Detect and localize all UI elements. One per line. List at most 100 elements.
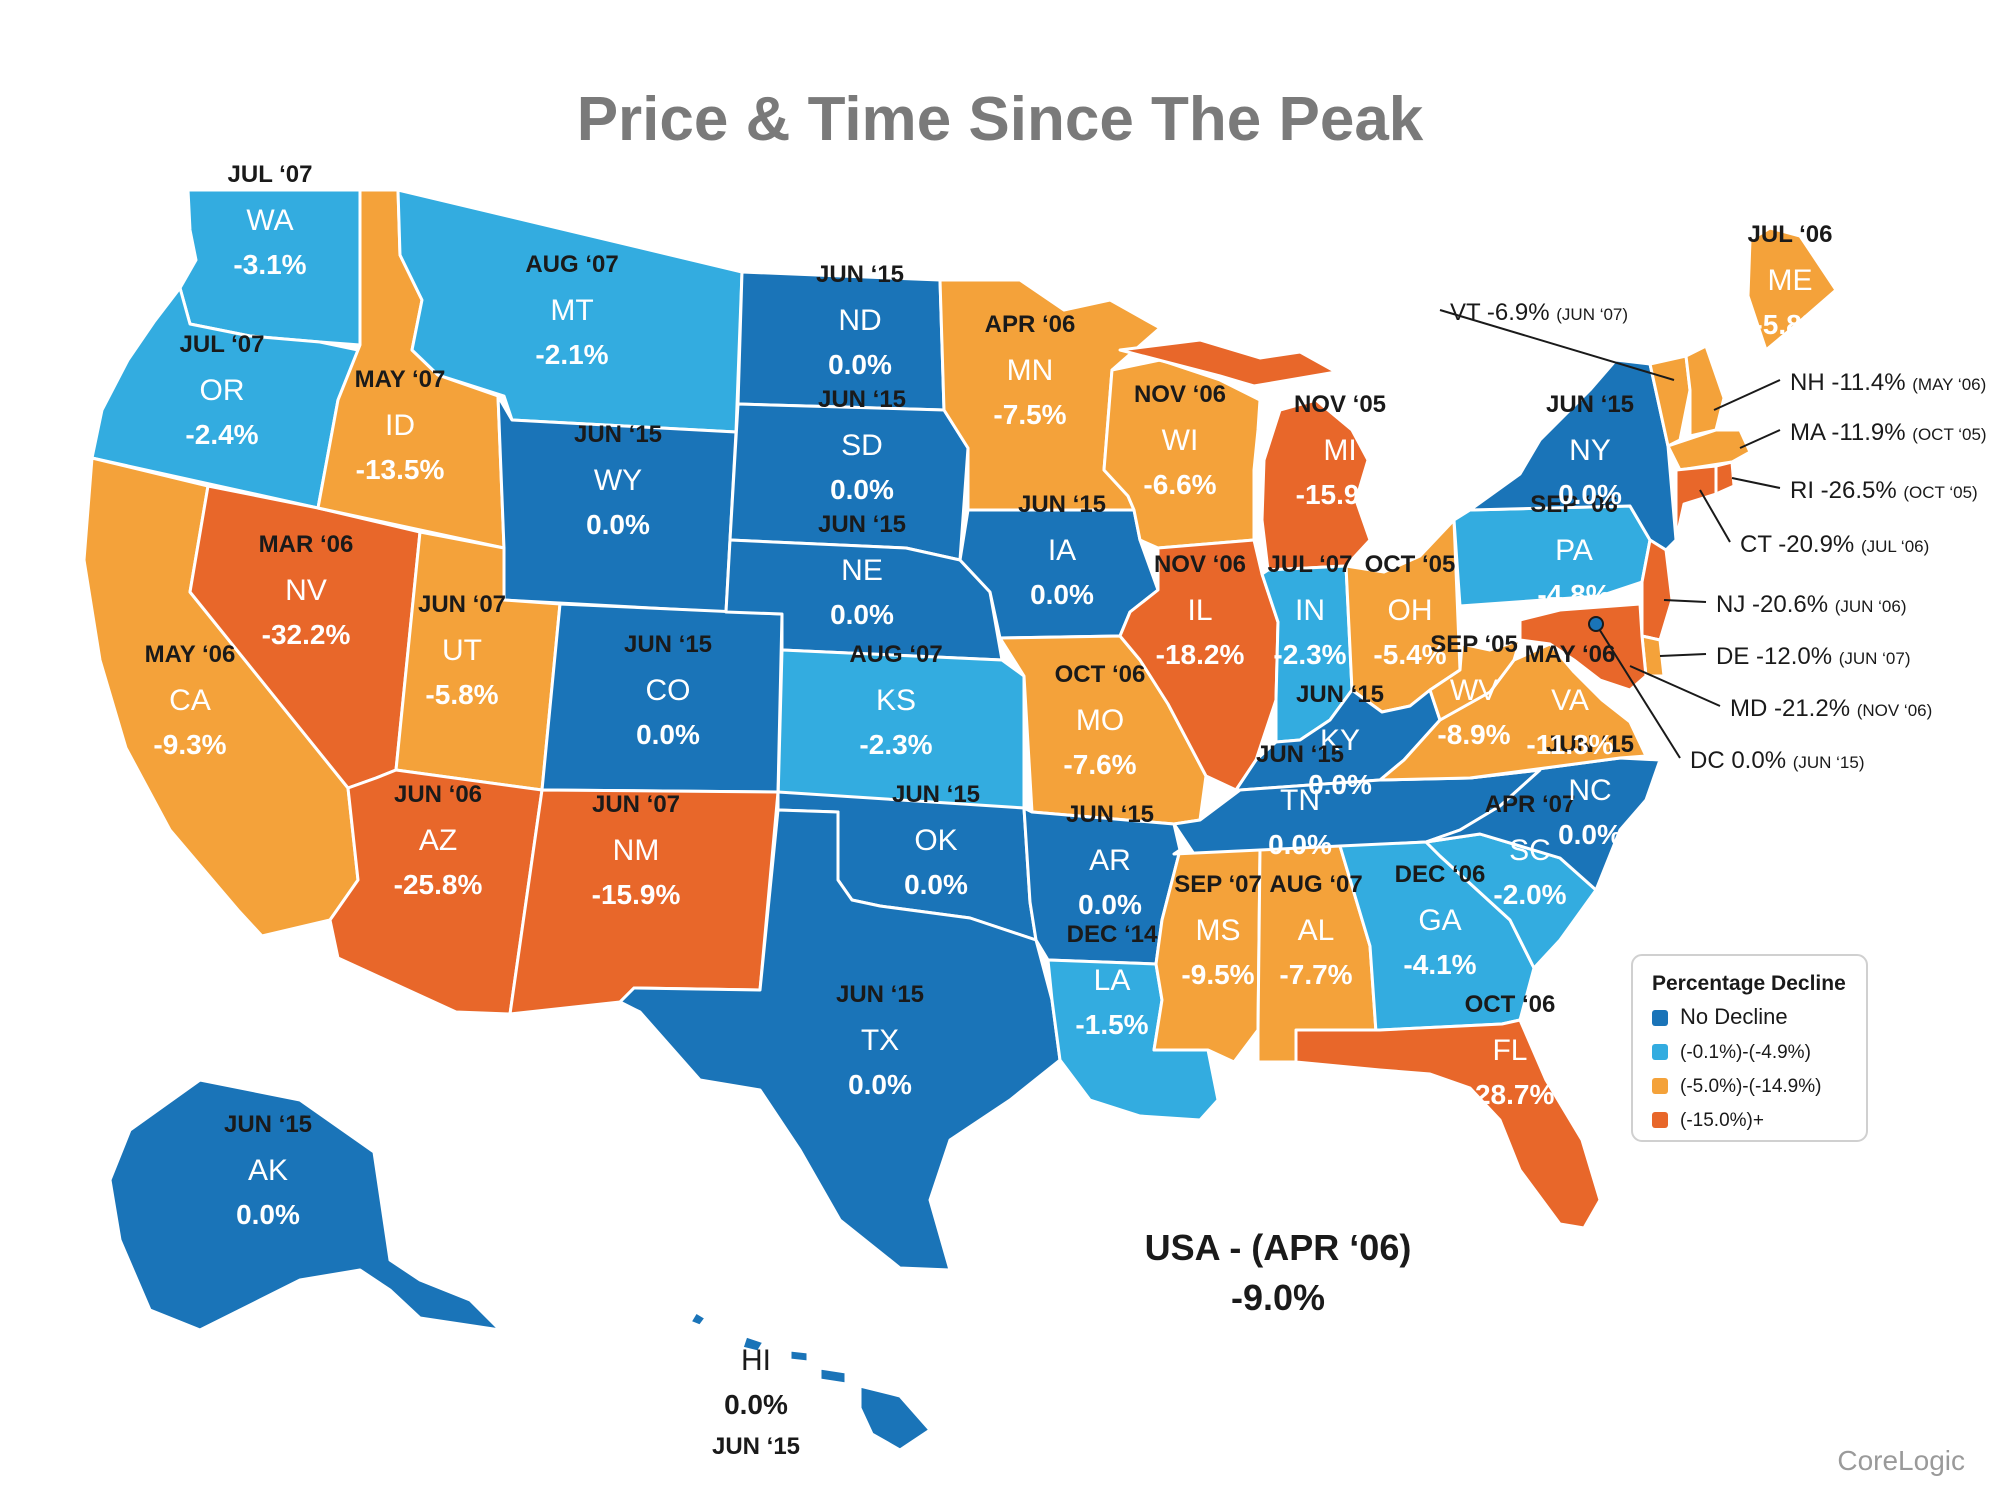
- state-change-nd: 0.0%: [828, 349, 892, 380]
- state-label-ok: JUN ‘15 OK 0.0%: [892, 781, 980, 900]
- state-abbr-id: ID: [385, 409, 415, 442]
- callout-dc: DC 0.0% (JUN ‘15): [1595, 623, 1865, 774]
- state-label-in: JUL ‘07 IN -2.3%: [1268, 551, 1353, 670]
- state-label-va: MAY ‘06 VA -11.3%: [1525, 641, 1616, 760]
- callout-text-ct: CT -20.9% (JUL ‘06): [1740, 531, 1929, 558]
- state-label-wi: NOV ‘06 WI -6.6%: [1134, 381, 1226, 500]
- state-peak-al: AUG ‘07: [1269, 871, 1362, 898]
- callout-text-de: DE -12.0% (JUN ‘07): [1716, 643, 1911, 670]
- state-peak-ms: SEP ‘07: [1174, 871, 1262, 898]
- state-change-ar: 0.0%: [1078, 889, 1142, 920]
- state-label-ms: SEP ‘07 MS -9.5%: [1174, 871, 1262, 990]
- state-abbr-ak: AK: [248, 1154, 288, 1187]
- state-shape-nc: [1424, 756, 1662, 892]
- state-change-hi: 0.0%: [724, 1389, 788, 1420]
- legend-swatch-orange: [1652, 1078, 1668, 1094]
- state-peak-fl: OCT ‘06: [1465, 991, 1556, 1018]
- state-peak-ne: JUN ‘15: [818, 511, 906, 538]
- source-credit: CoreLogic: [1837, 1445, 1965, 1476]
- state-change-ny: 0.0%: [1558, 479, 1622, 510]
- state-abbr-va: VA: [1551, 684, 1589, 717]
- state-peak-sd: JUN ‘15: [818, 386, 906, 413]
- state-abbr-mn: MN: [1007, 354, 1054, 387]
- national-value: -9.0%: [1231, 1277, 1325, 1318]
- state-abbr-co: CO: [646, 674, 691, 707]
- state-abbr-wa: WA: [246, 204, 293, 237]
- state-peak-tx: JUN ‘15: [836, 981, 924, 1008]
- state-change-nc: 0.0%: [1558, 819, 1622, 850]
- state-change-mi: -15.9%: [1296, 479, 1385, 510]
- state-change-oh: -5.4%: [1373, 639, 1446, 670]
- state-change-ms: -9.5%: [1181, 959, 1254, 990]
- callout-ct: CT -20.9% (JUL ‘06): [1699, 489, 1929, 558]
- state-shape-mi: [1118, 338, 1372, 572]
- callout-nj: NJ -20.6% (JUN ‘06): [1663, 591, 1907, 618]
- state-label-wy: JUN ‘15 WY 0.0%: [574, 421, 662, 540]
- state-abbr-la: LA: [1094, 964, 1131, 997]
- state-shape-ct: [1674, 464, 1718, 542]
- state-peak-co: JUN ‘15: [624, 631, 712, 658]
- state-shape-ak: [108, 1078, 502, 1332]
- state-label-nd: JUN ‘15 ND 0.0%: [816, 261, 904, 380]
- state-label-hi: JUN ‘15 HI 0.0%: [712, 1344, 800, 1460]
- callout-leader-vt: [1439, 309, 1675, 381]
- state-change-tx: 0.0%: [848, 1069, 912, 1100]
- state-peak-wi: NOV ‘06: [1134, 381, 1226, 408]
- callout-leader-ma: [1739, 429, 1781, 449]
- callout-de: DE -12.0% (JUN ‘07): [1659, 643, 1911, 670]
- state-shape-hi: [688, 1310, 932, 1452]
- state-label-az: JUN ‘06 AZ -25.8%: [394, 781, 483, 900]
- state-shape-vt: [1648, 354, 1692, 448]
- state-change-sc: -2.0%: [1493, 879, 1566, 910]
- state-change-or: -2.4%: [185, 419, 258, 450]
- legend-title: Percentage Decline: [1652, 972, 1846, 995]
- state-abbr-ia: IA: [1048, 534, 1076, 567]
- state-label-id: MAY ‘07 ID -13.5%: [355, 366, 446, 485]
- state-change-ca: -9.3%: [153, 729, 226, 760]
- state-label-sc: APR ‘07 SC -2.0%: [1485, 791, 1576, 910]
- state-change-wi: -6.6%: [1143, 469, 1216, 500]
- state-abbr-sc: SC: [1509, 834, 1551, 867]
- state-peak-ky: JUN ‘15: [1296, 681, 1384, 708]
- state-peak-tn: JUN ‘15: [1256, 741, 1344, 768]
- callout-leader-de: [1659, 653, 1707, 657]
- callout-vt: VT -6.9% (JUN ‘07): [1439, 299, 1675, 381]
- state-change-nv: -32.2%: [262, 619, 351, 650]
- state-peak-oh: OCT ‘05: [1365, 551, 1456, 578]
- state-change-wa: -3.1%: [233, 249, 306, 280]
- state-abbr-mo: MO: [1076, 704, 1124, 737]
- state-abbr-ca: CA: [169, 684, 211, 717]
- state-peak-mt: AUG ‘07: [525, 251, 618, 278]
- state-shape-md: [1518, 602, 1648, 692]
- state-label-la: DEC ‘14 LA -1.5%: [1067, 921, 1158, 1040]
- callout-text-nh: NH -11.4% (MAY ‘06): [1790, 369, 1986, 396]
- legend-label-red: (-15.0%)+: [1680, 1110, 1764, 1131]
- state-peak-hi: JUN ‘15: [712, 1433, 800, 1460]
- state-label-mi: NOV ‘05 MI -15.9%: [1294, 391, 1386, 510]
- state-abbr-nd: ND: [838, 304, 881, 337]
- state-label-ky: JUN ‘15 KY 0.0%: [1296, 681, 1384, 800]
- state-peak-ok: JUN ‘15: [892, 781, 980, 808]
- state-abbr-nv: NV: [285, 574, 327, 607]
- state-change-me: -5.8%: [1753, 309, 1826, 340]
- state-change-mn: -7.5%: [993, 399, 1066, 430]
- state-abbr-ky: KY: [1320, 724, 1360, 757]
- state-label-ks: AUG ‘07 KS -2.3%: [849, 641, 942, 760]
- state-change-in: -2.3%: [1273, 639, 1346, 670]
- labels-layer: JUL ‘07 WA -3.1% JUL ‘07 OR -2.4% MAY ‘06 CA -9.…: [145, 161, 1833, 1460]
- state-peak-il: NOV ‘06: [1154, 551, 1246, 578]
- state-abbr-ny: NY: [1569, 434, 1611, 467]
- state-change-fl: -28.7%: [1466, 1079, 1555, 1110]
- states-layer: [82, 188, 1838, 1452]
- state-change-ga: -4.1%: [1403, 949, 1476, 980]
- state-peak-wy: JUN ‘15: [574, 421, 662, 448]
- legend-label-no-decline: No Decline: [1680, 1004, 1788, 1029]
- state-label-ar: JUN ‘15 AR 0.0%: [1066, 801, 1154, 920]
- state-abbr-ne: NE: [841, 554, 883, 587]
- callout-leader-ri: [1731, 477, 1781, 489]
- legend-label-light: (-0.1%)-(-4.9%): [1680, 1042, 1811, 1063]
- legend-swatch-red: [1652, 1112, 1668, 1128]
- state-abbr-wv: WV: [1450, 674, 1498, 707]
